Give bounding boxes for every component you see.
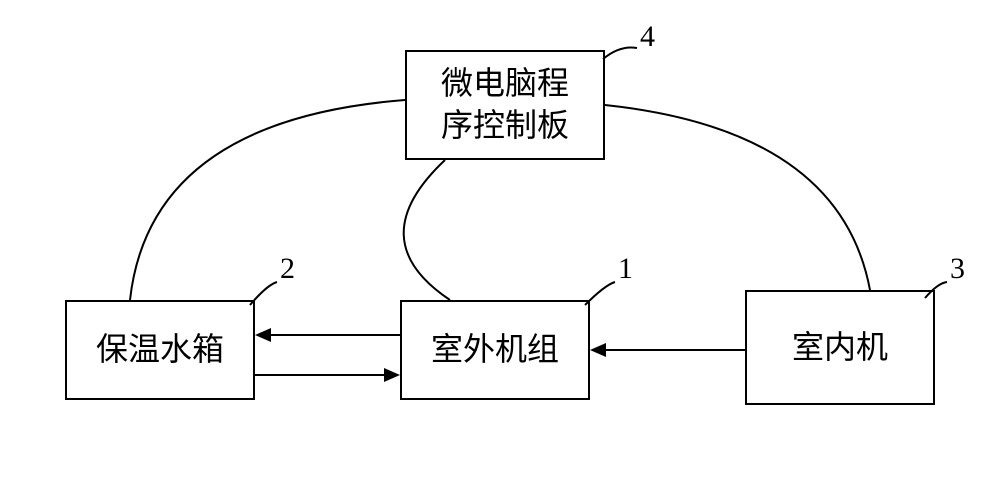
curve-controller-to-indoor <box>0 0 1000 500</box>
